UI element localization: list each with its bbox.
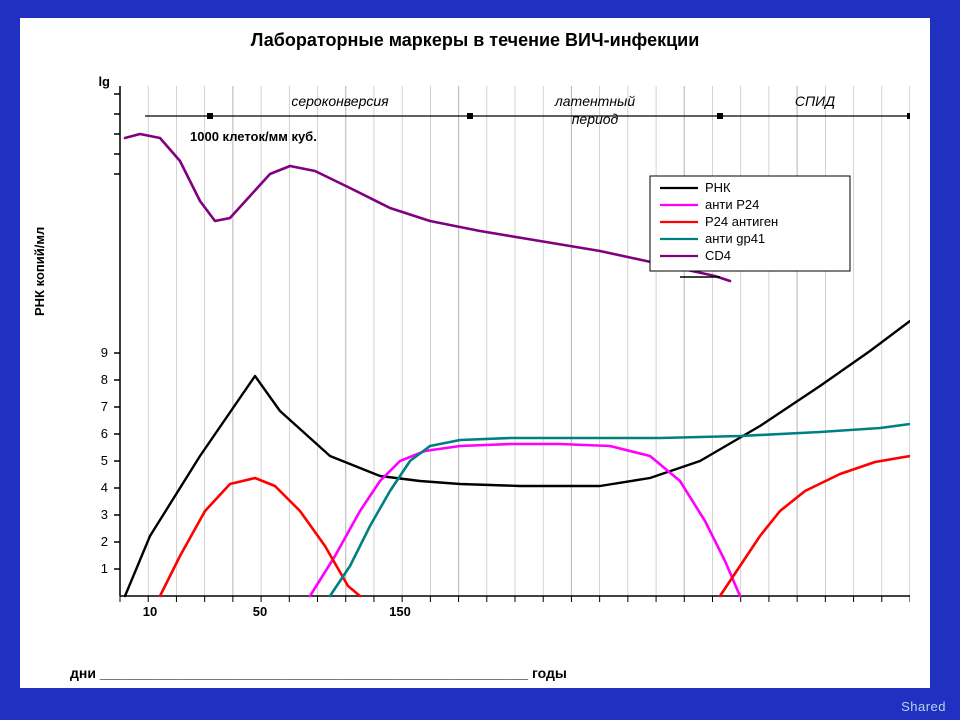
- svg-text:1: 1: [101, 561, 108, 576]
- svg-text:7: 7: [101, 399, 108, 414]
- svg-text:СПИД: СПИД: [795, 93, 835, 109]
- svg-text:8: 8: [101, 372, 108, 387]
- share-watermark: Shared: [901, 699, 946, 714]
- svg-text:6: 6: [101, 426, 108, 441]
- svg-text:CD4: CD4: [705, 248, 731, 263]
- x-axis-footer: дни ____________________________________…: [70, 665, 567, 681]
- footer-left: дни: [70, 665, 96, 681]
- y-axis-label: РНК копий/мл: [32, 227, 47, 316]
- svg-text:9: 9: [101, 345, 108, 360]
- svg-text:5: 5: [101, 453, 108, 468]
- svg-text:3: 3: [101, 507, 108, 522]
- svg-text:сероконверсия: сероконверсия: [291, 93, 389, 109]
- svg-text:1000 клеток/мм куб.: 1000 клеток/мм куб.: [190, 129, 317, 144]
- svg-text:50: 50: [253, 604, 267, 619]
- footer-right: годы: [532, 665, 567, 681]
- svg-text:10: 10: [143, 604, 157, 619]
- chart-title: Лабораторные маркеры в течение ВИЧ-инфек…: [20, 30, 930, 51]
- svg-text:период: период: [572, 111, 619, 127]
- svg-text:P24 антиген: P24 антиген: [705, 214, 778, 229]
- chart-panel: Лабораторные маркеры в течение ВИЧ-инфек…: [20, 18, 930, 688]
- svg-text:4: 4: [101, 480, 108, 495]
- plot-area: 1 2 3 4 5 6 7 8 9 10 50 150 lg сероконверсия латентный…: [80, 66, 910, 636]
- svg-text:2: 2: [101, 534, 108, 549]
- svg-text:150: 150: [389, 604, 411, 619]
- svg-text:РНК: РНК: [705, 180, 731, 195]
- footer-underscore: ________________________________________…: [100, 665, 532, 681]
- chart-svg: 1 2 3 4 5 6 7 8 9 10 50 150 lg сероконверсия латентный…: [80, 66, 910, 636]
- svg-text:анти gp41: анти gp41: [705, 231, 765, 246]
- svg-text:латентный: латентный: [554, 93, 636, 109]
- svg-text:lg: lg: [98, 74, 110, 89]
- svg-text:анти P24: анти P24: [705, 197, 759, 212]
